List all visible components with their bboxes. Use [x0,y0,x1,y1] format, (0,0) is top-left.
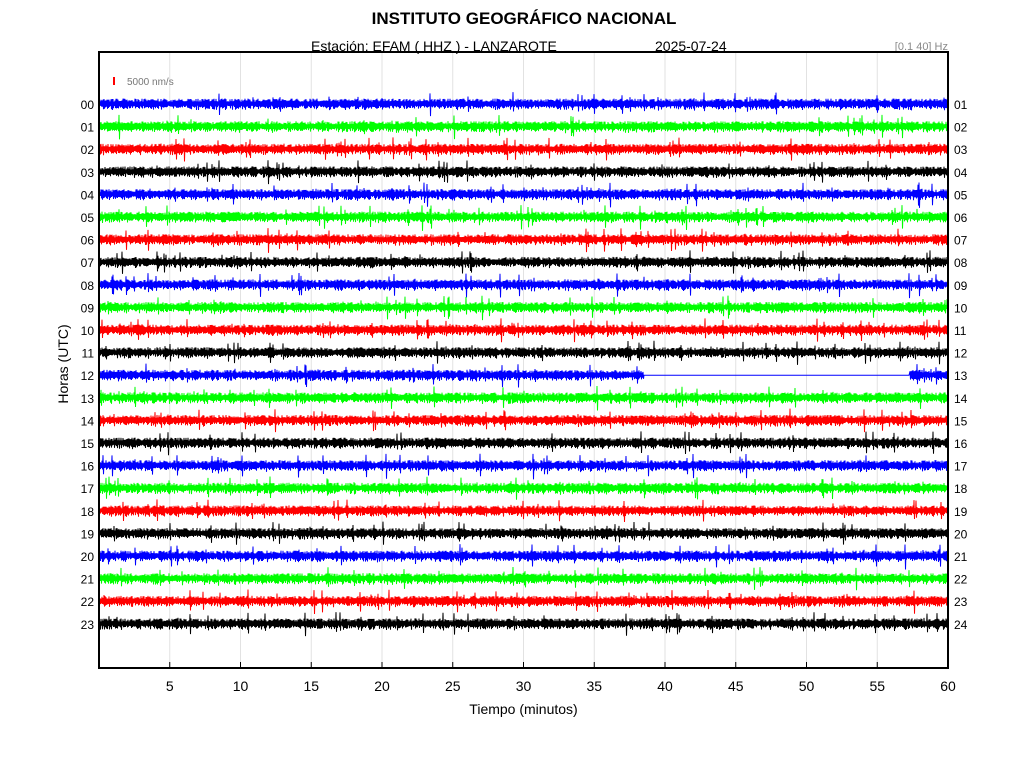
hour-label-left: 20 [81,550,95,564]
hour-trace [99,205,948,231]
hour-label-left: 10 [81,324,95,338]
hour-label-right: 04 [954,166,968,180]
hour-label-left: 13 [81,392,95,406]
y-axis-title: Horas (UTC) [55,324,71,403]
hour-trace [99,182,948,208]
x-tick-label: 30 [516,678,532,694]
hour-trace [99,589,948,615]
hour-trace [99,386,948,411]
scale-bar: 5000 nm/s [113,77,174,88]
hour-label-left: 07 [81,256,95,270]
x-tick-label: 25 [445,678,461,694]
hour-label-right: 17 [954,460,968,474]
hour-label-left: 12 [81,369,95,383]
hour-label-right: 18 [954,482,968,496]
hour-trace [99,408,948,433]
hour-label-left: 19 [81,527,95,541]
hour-label-left: 04 [81,188,95,202]
hour-label-right: 09 [954,279,968,293]
hour-label-right: 06 [954,211,968,225]
hour-trace [99,228,948,253]
x-tick-label: 45 [728,678,744,694]
hour-label-left: 05 [81,211,95,225]
hour-label-right: 21 [954,550,968,564]
x-tick-label: 35 [586,678,602,694]
hour-label-right: 10 [954,301,968,315]
x-tick-label: 40 [657,678,673,694]
hour-label-right: 12 [954,347,968,361]
hour-label-right: 15 [954,414,968,428]
hour-label-right: 02 [954,121,968,135]
hour-trace [99,566,948,591]
hour-trace [99,521,948,545]
x-tick-label: 20 [374,678,390,694]
x-tick-label: 55 [869,678,885,694]
x-tick-label: 60 [940,678,956,694]
x-axis-ticks: 5 10 15 20 25 30 35 40 45 50 55 60 [166,662,956,694]
hour-label-left: 17 [81,482,95,496]
hour-trace [99,295,948,321]
right-hour-labels: 01 02 03 04 05 06 07 08 09 10 11 12 13 14 15 16 17 18 19 20… [954,98,968,632]
hour-trace [99,340,948,365]
hour-label-left: 22 [81,595,95,609]
hour-label-right: 23 [954,595,968,609]
trace-group [99,92,948,637]
hour-trace [99,250,948,274]
hour-trace [99,453,948,480]
hour-trace [99,160,948,185]
hour-trace [99,318,948,343]
left-hour-labels: 00 01 02 03 04 05 06 07 08 09 10 11 12 13 14 15 16 17 18 19… [81,98,95,632]
x-axis-title: Tiempo (minutos) [469,701,577,717]
x-tick-label: 5 [166,678,174,694]
hour-label-right: 07 [954,234,968,248]
hour-label-right: 14 [954,392,968,406]
x-tick-label: 50 [799,678,815,694]
hour-trace [99,499,948,523]
scale-bar-label: 5000 nm/s [127,77,174,88]
hour-label-left: 06 [81,234,95,248]
date-label: 2025-07-24 [655,38,727,54]
hour-label-right: 03 [954,143,968,157]
hour-trace [99,114,948,140]
filter-band-label: [0.1 40] Hz [894,41,948,53]
hour-label-left: 01 [81,121,95,135]
hour-label-right: 16 [954,437,968,451]
hour-label-left: 18 [81,505,95,519]
hour-trace [99,137,948,162]
hour-label-left: 02 [81,143,95,157]
hour-label-left: 09 [81,301,95,315]
hour-label-right: 19 [954,505,968,519]
hour-label-left: 11 [82,347,95,361]
page-title: INSTITUTO GEOGRÁFICO NACIONAL [371,9,677,28]
hour-label-right: 20 [954,527,968,541]
chart-grid [169,52,878,668]
station-label: Estación: EFAM ( HHZ ) - LANZAROTE [311,38,557,54]
hour-trace [99,476,948,500]
hour-label-left: 08 [81,279,95,293]
hour-trace [99,431,948,456]
hour-trace [99,92,948,117]
hour-trace [99,544,948,570]
hour-label-left: 15 [81,437,95,451]
hour-label-left: 23 [81,618,95,632]
hour-trace [99,363,948,388]
hour-label-right: 05 [954,188,968,202]
hour-label-left: 21 [81,573,95,587]
hour-trace [99,272,948,299]
hour-label-left: 16 [81,460,95,474]
hour-label-left: 14 [81,414,95,428]
hour-label-right: 11 [954,324,967,338]
x-tick-label: 15 [303,678,319,694]
hour-label-right: 08 [954,256,968,270]
x-tick-label: 10 [233,678,249,694]
hour-label-left: 00 [81,98,95,112]
hour-label-right: 13 [954,369,968,383]
hour-label-right: 01 [954,98,968,112]
hour-label-right: 22 [954,573,968,587]
hour-trace [99,612,948,637]
hour-label-right: 24 [954,618,968,632]
hour-label-left: 03 [81,166,95,180]
